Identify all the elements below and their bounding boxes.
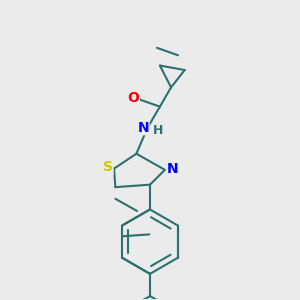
Text: N: N [137,121,149,135]
Text: H: H [153,124,163,137]
Text: S: S [103,160,113,174]
Text: O: O [128,91,139,105]
Text: N: N [167,162,178,176]
